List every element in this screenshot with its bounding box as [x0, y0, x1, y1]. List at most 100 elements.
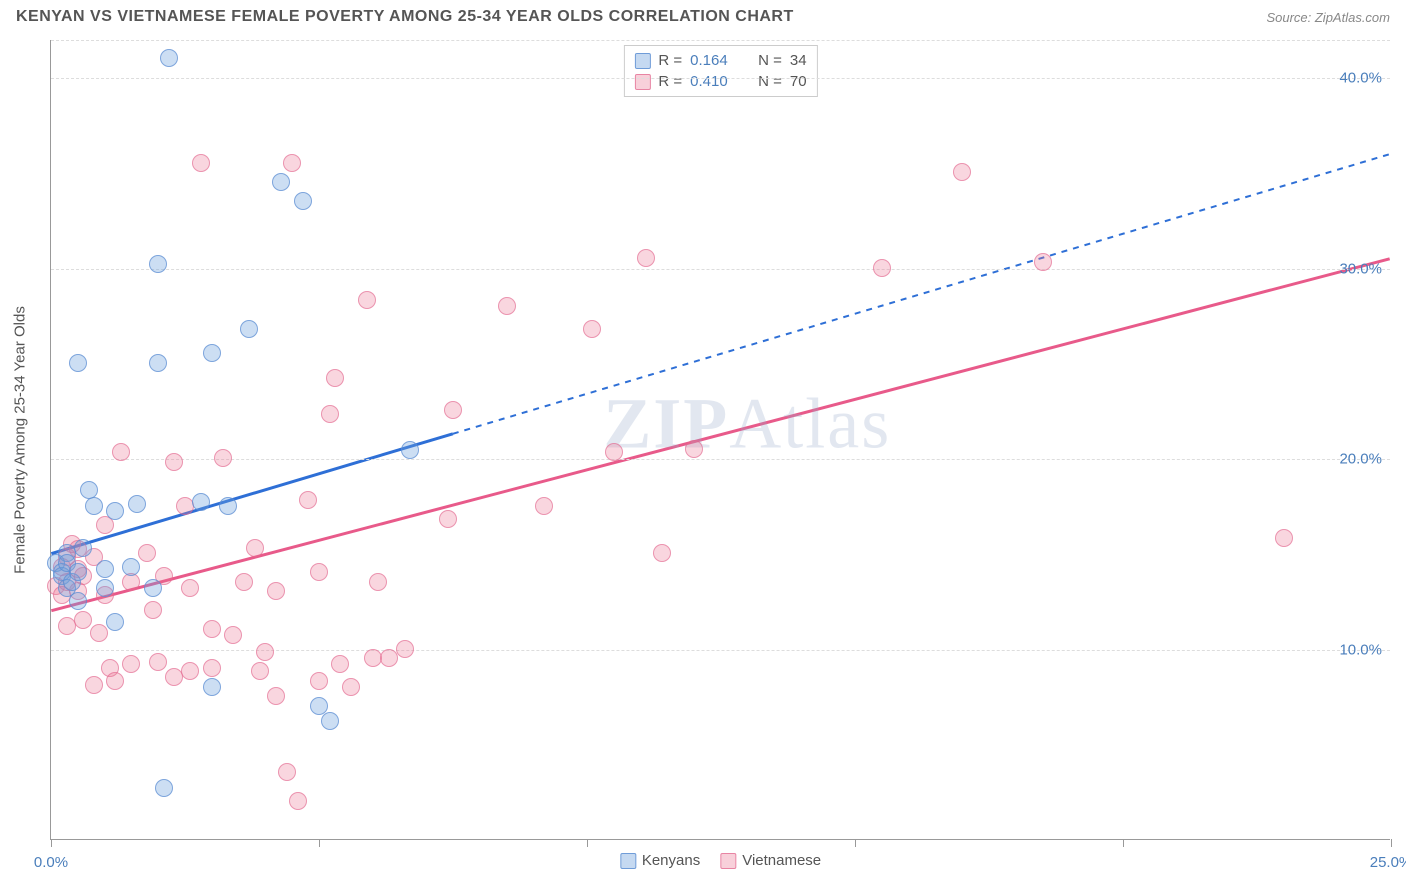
data-point: [294, 192, 312, 210]
data-point: [203, 620, 221, 638]
data-point: [165, 453, 183, 471]
data-point: [74, 611, 92, 629]
data-point: [583, 320, 601, 338]
data-point: [106, 613, 124, 631]
source-attribution: Source: ZipAtlas.com: [1266, 10, 1390, 25]
data-point: [321, 712, 339, 730]
gridline: [51, 78, 1390, 79]
data-point: [160, 49, 178, 67]
data-point: [149, 255, 167, 273]
data-point: [358, 291, 376, 309]
legend-stat-row: R = 0.410 N = 70: [634, 71, 806, 92]
data-point: [283, 154, 301, 172]
data-point: [181, 579, 199, 597]
data-point: [138, 544, 156, 562]
chart-title: KENYAN VS VIETNAMESE FEMALE POVERTY AMON…: [16, 8, 794, 26]
y-tick-label: 10.0%: [1339, 641, 1382, 658]
x-tick-label: 25.0%: [1370, 854, 1406, 871]
data-point: [605, 443, 623, 461]
data-point: [128, 495, 146, 513]
data-point: [149, 354, 167, 372]
data-point: [256, 643, 274, 661]
data-point: [112, 443, 130, 461]
data-point: [251, 662, 269, 680]
legend-r-label: R =: [658, 73, 682, 90]
data-point: [1275, 529, 1293, 547]
chart-header: KENYAN VS VIETNAMESE FEMALE POVERTY AMON…: [0, 0, 1406, 30]
legend-stat-row: R =0.164N =34: [634, 50, 806, 71]
data-point: [401, 441, 419, 459]
data-point: [203, 659, 221, 677]
data-point: [240, 320, 258, 338]
data-point: [203, 344, 221, 362]
data-point: [90, 624, 108, 642]
y-tick-label: 40.0%: [1339, 70, 1382, 87]
data-point: [331, 655, 349, 673]
x-tick: [51, 839, 52, 847]
data-point: [953, 163, 971, 181]
data-point: [203, 678, 221, 696]
data-point: [299, 491, 317, 509]
data-point: [685, 440, 703, 458]
data-point: [122, 558, 140, 576]
data-point: [535, 497, 553, 515]
gridline: [51, 269, 1390, 270]
scatter-chart: ZIPAtlas R =0.164N =34R =0.410N =70 Keny…: [50, 40, 1390, 840]
x-tick: [1391, 839, 1392, 847]
x-tick: [855, 839, 856, 847]
data-point: [224, 626, 242, 644]
data-point: [96, 560, 114, 578]
trend-lines: [51, 40, 1390, 839]
data-point: [69, 563, 87, 581]
data-point: [122, 655, 140, 673]
legend-n-value: 70: [790, 73, 807, 90]
data-point: [1034, 253, 1052, 271]
source-name: ZipAtlas.com: [1315, 10, 1390, 25]
data-point: [396, 640, 414, 658]
x-tick: [1123, 839, 1124, 847]
legend-label: Vietnamese: [742, 852, 821, 869]
legend-item: Vietnamese: [720, 852, 821, 869]
legend-n-label: N =: [758, 73, 782, 90]
data-point: [653, 544, 671, 562]
legend-item: Kenyans: [620, 852, 700, 869]
watermark: ZIPAtlas: [603, 382, 891, 465]
data-point: [106, 502, 124, 520]
legend-r-value: 0.164: [690, 52, 740, 69]
data-point: [192, 154, 210, 172]
legend-swatch: [620, 853, 636, 869]
data-point: [155, 779, 173, 797]
y-axis-title: Female Poverty Among 25-34 Year Olds: [12, 306, 29, 574]
data-point: [85, 497, 103, 515]
y-tick-label: 30.0%: [1339, 260, 1382, 277]
data-point: [289, 792, 307, 810]
legend-n-label: N =: [758, 52, 782, 69]
x-tick-label: 0.0%: [34, 854, 68, 871]
data-point: [69, 592, 87, 610]
gridline: [51, 459, 1390, 460]
data-point: [214, 449, 232, 467]
data-point: [342, 678, 360, 696]
data-point: [321, 405, 339, 423]
data-point: [74, 539, 92, 557]
data-point: [246, 539, 264, 557]
data-point: [380, 649, 398, 667]
legend-r-value: 0.410: [690, 73, 740, 90]
legend-label: Kenyans: [642, 852, 700, 869]
data-point: [69, 354, 87, 372]
data-point: [144, 579, 162, 597]
data-point: [181, 662, 199, 680]
x-tick: [319, 839, 320, 847]
data-point: [873, 259, 891, 277]
data-point: [149, 653, 167, 671]
legend-n-value: 34: [790, 52, 807, 69]
legend-series: Kenyans Vietnamese: [620, 852, 821, 869]
data-point: [192, 493, 210, 511]
data-point: [439, 510, 457, 528]
source-prefix: Source:: [1266, 10, 1314, 25]
data-point: [369, 573, 387, 591]
data-point: [85, 676, 103, 694]
gridline: [51, 650, 1390, 651]
data-point: [444, 401, 462, 419]
legend-statistics: R = 0.164 N = 34 R = 0.410 N = 70: [623, 45, 817, 97]
